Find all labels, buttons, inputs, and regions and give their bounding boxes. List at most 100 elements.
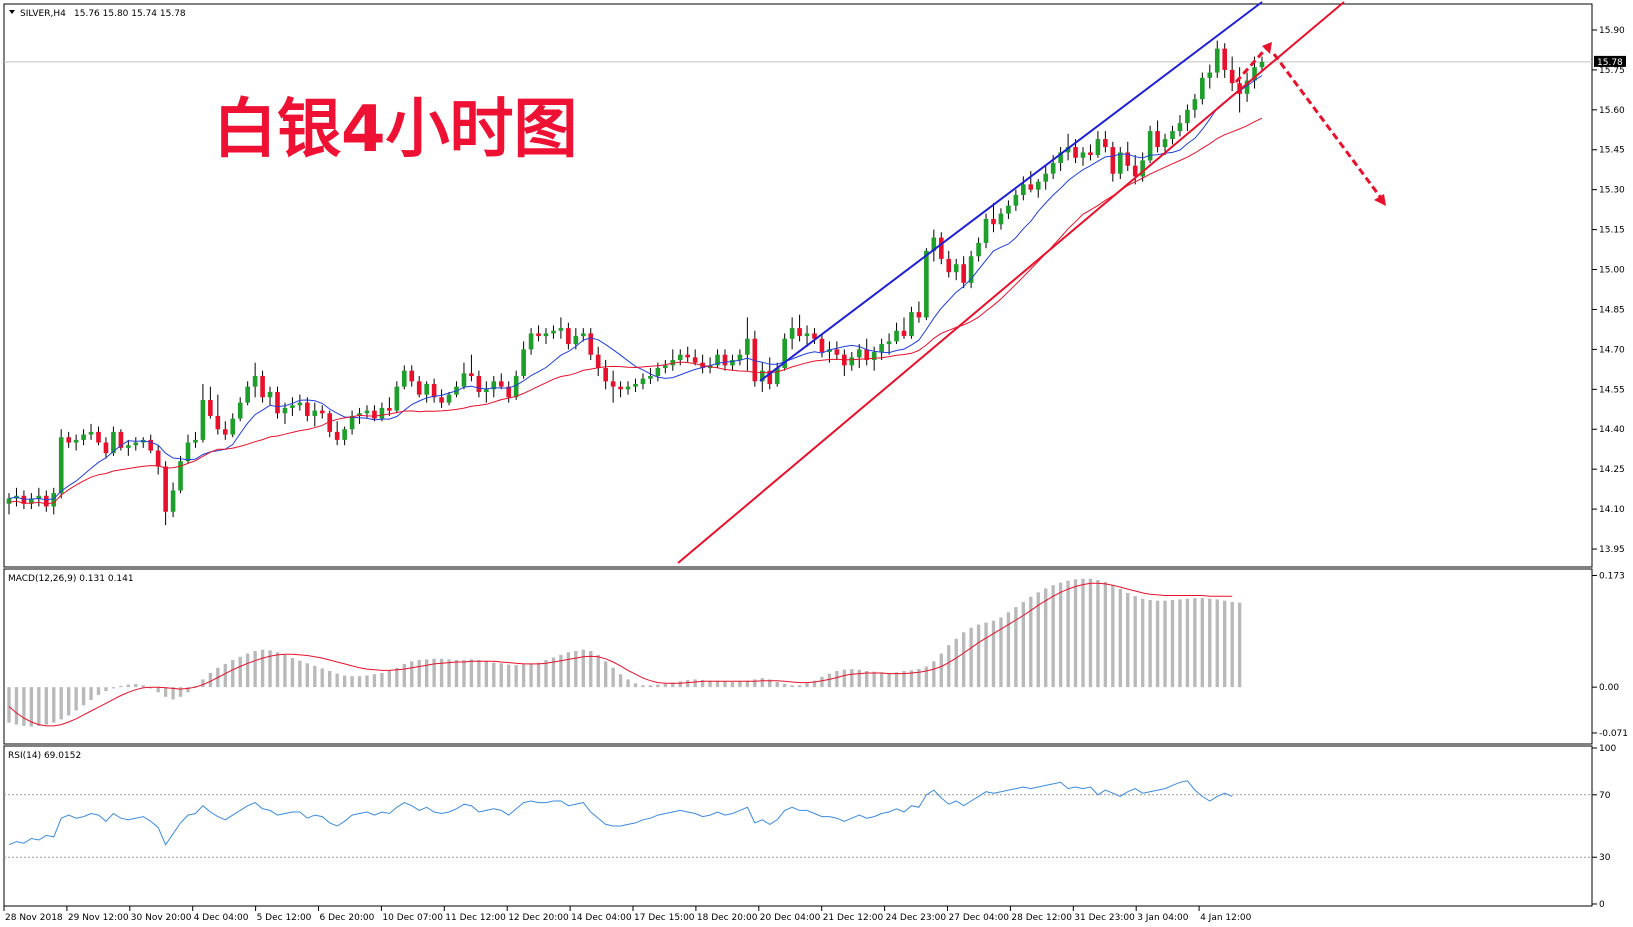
macd-signal-line: [8, 582, 1233, 727]
candle-body: [349, 415, 355, 430]
macd-bar: [328, 671, 332, 688]
candle-body: [715, 354, 720, 366]
candle-body: [1088, 152, 1093, 156]
rsi-tick-label: 100: [1599, 744, 1616, 754]
candle-body: [1222, 48, 1228, 70]
candle-body: [446, 394, 452, 403]
candle-body: [1132, 165, 1138, 177]
candle-body: [1035, 181, 1041, 190]
macd-bar: [492, 662, 496, 688]
candle-body: [879, 344, 884, 353]
candle-body: [88, 431, 94, 435]
macd-bar: [44, 687, 48, 725]
candle-body: [886, 341, 892, 345]
candle-body: [909, 312, 914, 337]
forecast-arrows[interactable]: [1234, 42, 1386, 206]
price-axis: 15.90 15.75 15.60 15.45 15.30 15.15 15.00 14.85…: [1592, 26, 1625, 555]
macd-bar: [715, 680, 720, 688]
dropdown-triangle-icon[interactable]: [9, 10, 15, 14]
candle-body: [953, 264, 959, 273]
candle-body: [1125, 152, 1131, 166]
channel-upper-line[interactable]: [759, 1, 1263, 382]
macd-bar: [477, 660, 481, 688]
symbol-label: SILVER,H4: [20, 9, 66, 19]
candle-body: [1244, 80, 1250, 94]
macd-panel-frame: [3, 568, 1593, 745]
macd-bar: [119, 685, 123, 688]
candle-body: [6, 498, 12, 504]
candle-body: [170, 490, 176, 512]
candle-body: [1021, 184, 1026, 195]
candle-body: [789, 328, 795, 339]
time-tick-label: 31 Dec 23:00: [1074, 913, 1135, 923]
candle-body: [43, 495, 49, 507]
candle-body: [931, 237, 937, 251]
macd-bar: [59, 687, 63, 720]
channel-lower-line[interactable]: [677, 1, 1345, 564]
macd-bar: [909, 670, 914, 688]
macd-bar: [305, 663, 310, 688]
macd-bar: [1014, 607, 1018, 688]
candle-body: [1155, 131, 1160, 148]
macd-bar: [835, 671, 839, 688]
macd-bar: [365, 675, 369, 688]
macd-bar: [238, 656, 242, 688]
current-price-tag-text: 15.78: [1597, 58, 1623, 68]
time-tick-label: 3 Jan 04:00: [1137, 913, 1189, 923]
macd-bar: [663, 683, 668, 688]
price-tick-label: 13.95: [1599, 545, 1625, 555]
macd-bar: [768, 679, 772, 688]
macd-bar: [171, 687, 175, 700]
macd-bar: [1133, 596, 1137, 688]
time-tick-label: 4 Jan 12:00: [1200, 913, 1252, 923]
candle-body: [1170, 131, 1175, 140]
candle-body: [1252, 67, 1257, 81]
macd-bar: [879, 672, 884, 688]
macd-bar: [1066, 580, 1070, 688]
time-tick-label: 4 Dec 04:00: [194, 913, 249, 923]
macd-bar: [1021, 601, 1026, 688]
candle-body: [1237, 83, 1242, 94]
macd-bar: [603, 661, 608, 688]
candle-body: [387, 407, 392, 411]
candle-body: [894, 330, 899, 342]
macd-bar: [671, 682, 675, 688]
macd-bar: [1088, 578, 1093, 688]
candle-body: [1028, 184, 1034, 190]
macd-axis: 0.173 0.00 -0.071: [1592, 572, 1628, 739]
macd-bar: [991, 620, 996, 688]
macd-bar: [887, 672, 891, 688]
macd-bar: [738, 681, 742, 688]
candle-body: [155, 450, 161, 467]
candle-body: [901, 330, 907, 337]
macd-bar: [894, 672, 899, 688]
macd-bar: [820, 676, 824, 688]
candle-body: [327, 413, 333, 432]
macd-histogram: [7, 578, 1242, 727]
macd-bar: [1163, 600, 1167, 688]
candle-body: [588, 333, 594, 355]
candle-body: [148, 439, 154, 451]
candle-body: [51, 493, 57, 507]
macd-bar: [700, 680, 705, 688]
macd-bar: [984, 622, 988, 688]
candle-body: [819, 338, 825, 353]
macd-bar: [7, 687, 11, 723]
rsi-panel-frame: [3, 745, 1593, 907]
macd-bar: [581, 649, 585, 688]
macd-bar: [231, 660, 235, 688]
candle-body: [394, 386, 400, 411]
macd-tick-label: 0.173: [1599, 572, 1625, 582]
macd-bar: [812, 680, 817, 688]
candle-body: [1177, 123, 1183, 132]
macd-bar: [775, 681, 779, 688]
candle-body: [722, 354, 728, 366]
candle-body: [275, 391, 280, 414]
candle-body: [1214, 48, 1220, 73]
candle-body: [580, 333, 586, 337]
candle-body: [1140, 160, 1145, 177]
candle-body: [409, 370, 415, 382]
macd-bar: [245, 653, 250, 688]
macd-bar: [260, 649, 265, 688]
